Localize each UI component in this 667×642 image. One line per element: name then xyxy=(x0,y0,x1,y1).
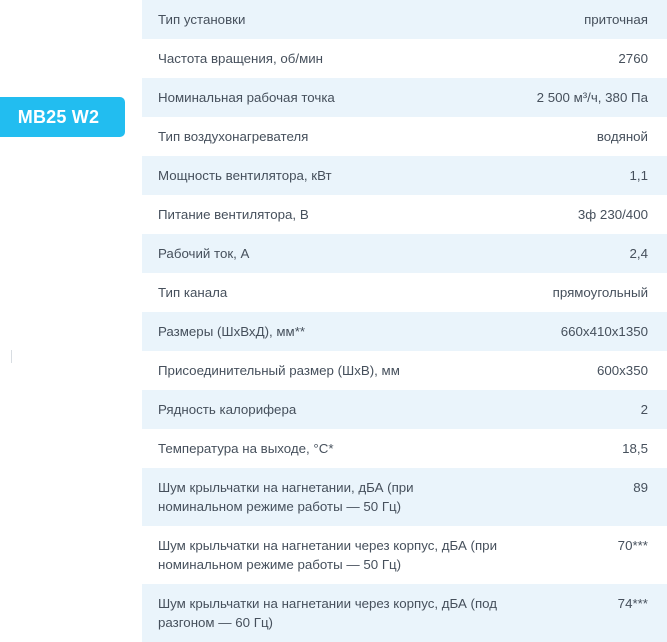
table-row: Шум крыльчатки на нагнетании, дБА (при н… xyxy=(142,468,667,526)
param-value: 2 500 м³/ч, 380 Па xyxy=(507,78,667,117)
table-row: Рабочий ток, А 2,4 xyxy=(142,234,667,273)
table-row: Питание вентилятора, В 3ф 230/400 xyxy=(142,195,667,234)
param-value: водяной xyxy=(507,117,667,156)
param-label: Тип канала xyxy=(142,273,507,312)
model-badge: MB25 W2 xyxy=(0,97,125,137)
param-value: 2,4 xyxy=(507,234,667,273)
table-row: Размеры (ШхВхД), мм** 660x410x1350 xyxy=(142,312,667,351)
table-row: Рядность калорифера 2 xyxy=(142,390,667,429)
param-value: приточная xyxy=(507,0,667,39)
table-row: Мощность вентилятора, кВт 1,1 xyxy=(142,156,667,195)
param-value: 600x350 xyxy=(507,351,667,390)
param-label: Тип установки xyxy=(142,0,507,39)
param-value: 2 xyxy=(507,390,667,429)
param-value: 2760 xyxy=(507,39,667,78)
param-value: 3ф 230/400 xyxy=(507,195,667,234)
param-label: Температура на выходе, °C* xyxy=(142,429,507,468)
param-label: Размеры (ШхВхД), мм** xyxy=(142,312,507,351)
table-row: Тип установки приточная xyxy=(142,0,667,39)
param-label: Рядность калорифера xyxy=(142,390,507,429)
param-label: Шум крыльчатки на нагнетании через корпу… xyxy=(142,584,507,642)
param-label: Частота вращения, об/мин xyxy=(142,39,507,78)
param-label: Питание вентилятора, В xyxy=(142,195,507,234)
table-row: Шум крыльчатки на нагнетании через корпу… xyxy=(142,526,667,584)
param-label: Мощность вентилятора, кВт xyxy=(142,156,507,195)
specifications-table: Тип установки приточная Частота вращения… xyxy=(142,0,667,642)
table-row: Номинальная рабочая точка 2 500 м³/ч, 38… xyxy=(142,78,667,117)
param-label: Рабочий ток, А xyxy=(142,234,507,273)
left-rail: MB25 W2 xyxy=(0,0,142,624)
param-value: 1,1 xyxy=(507,156,667,195)
param-value: 18,5 xyxy=(507,429,667,468)
param-label: Номинальная рабочая точка xyxy=(142,78,507,117)
text-caret-artifact xyxy=(11,350,12,363)
table-row: Температура на выходе, °C* 18,5 xyxy=(142,429,667,468)
param-value: 660x410x1350 xyxy=(507,312,667,351)
model-badge-label: MB25 W2 xyxy=(17,107,100,127)
table-row: Тип воздухонагревателя водяной xyxy=(142,117,667,156)
param-value: прямоугольный xyxy=(507,273,667,312)
table-row: Шум крыльчатки на нагнетании через корпу… xyxy=(142,584,667,642)
table-row: Тип канала прямоугольный xyxy=(142,273,667,312)
param-label: Присоединительный размер (ШхВ), мм xyxy=(142,351,507,390)
param-value: 89 xyxy=(507,468,667,526)
param-label: Шум крыльчатки на нагнетании, дБА (при н… xyxy=(142,468,507,526)
param-label: Тип воздухонагревателя xyxy=(142,117,507,156)
table-row: Присоединительный размер (ШхВ), мм 600x3… xyxy=(142,351,667,390)
table-row: Частота вращения, об/мин 2760 xyxy=(142,39,667,78)
specifications-table-body: Тип установки приточная Частота вращения… xyxy=(142,0,667,642)
param-label: Шум крыльчатки на нагнетании через корпу… xyxy=(142,526,507,584)
param-value: 74*** xyxy=(507,584,667,642)
param-value: 70*** xyxy=(507,526,667,584)
